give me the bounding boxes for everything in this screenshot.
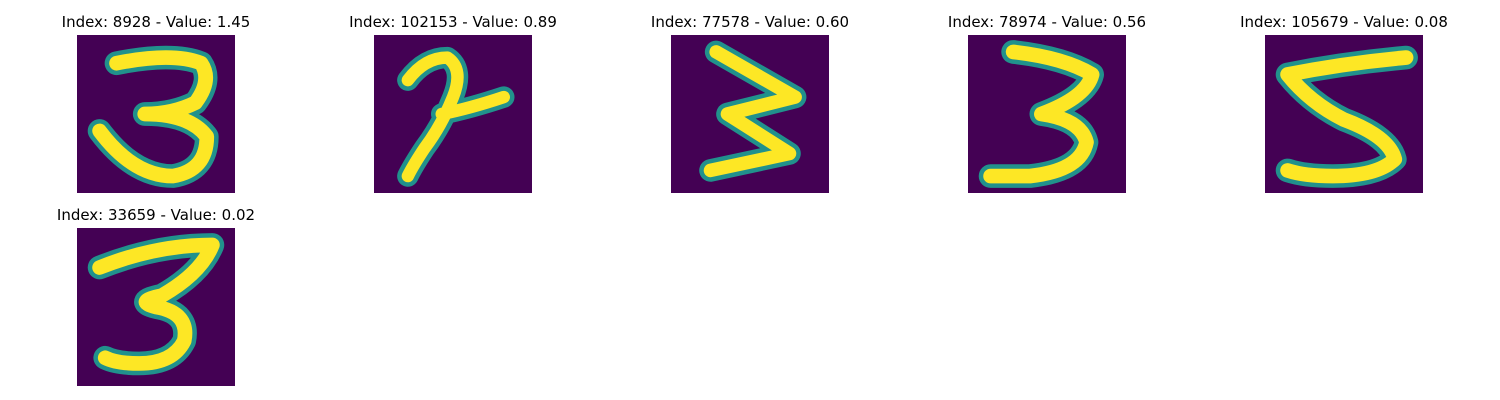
digit-image-0 <box>77 35 235 193</box>
digit-image-3 <box>968 35 1126 193</box>
image-panel-3: Index: 78974 - Value: 0.56 <box>887 13 1207 203</box>
digit-image-5 <box>77 228 235 386</box>
panel-title-5: Index: 33659 - Value: 0.02 <box>56 206 256 224</box>
panel-title-2: Index: 77578 - Value: 0.60 <box>650 13 850 31</box>
digit-image-4 <box>1265 35 1423 193</box>
panel-title-1: Index: 102153 - Value: 0.89 <box>349 13 557 31</box>
image-panel-4: Index: 105679 - Value: 0.08 <box>1184 13 1500 203</box>
digit-image-1 <box>374 35 532 193</box>
digit-image-2 <box>671 35 829 193</box>
image-panel-1: Index: 102153 - Value: 0.89 <box>293 13 613 203</box>
image-panel-2: Index: 77578 - Value: 0.60 <box>590 13 910 203</box>
panel-title-4: Index: 105679 - Value: 0.08 <box>1240 13 1448 31</box>
panel-title-3: Index: 78974 - Value: 0.56 <box>947 13 1147 31</box>
panel-title-0: Index: 8928 - Value: 1.45 <box>61 13 251 31</box>
image-panel-5: Index: 33659 - Value: 0.02 <box>0 206 316 396</box>
image-panel-0: Index: 8928 - Value: 1.45 <box>0 13 316 203</box>
